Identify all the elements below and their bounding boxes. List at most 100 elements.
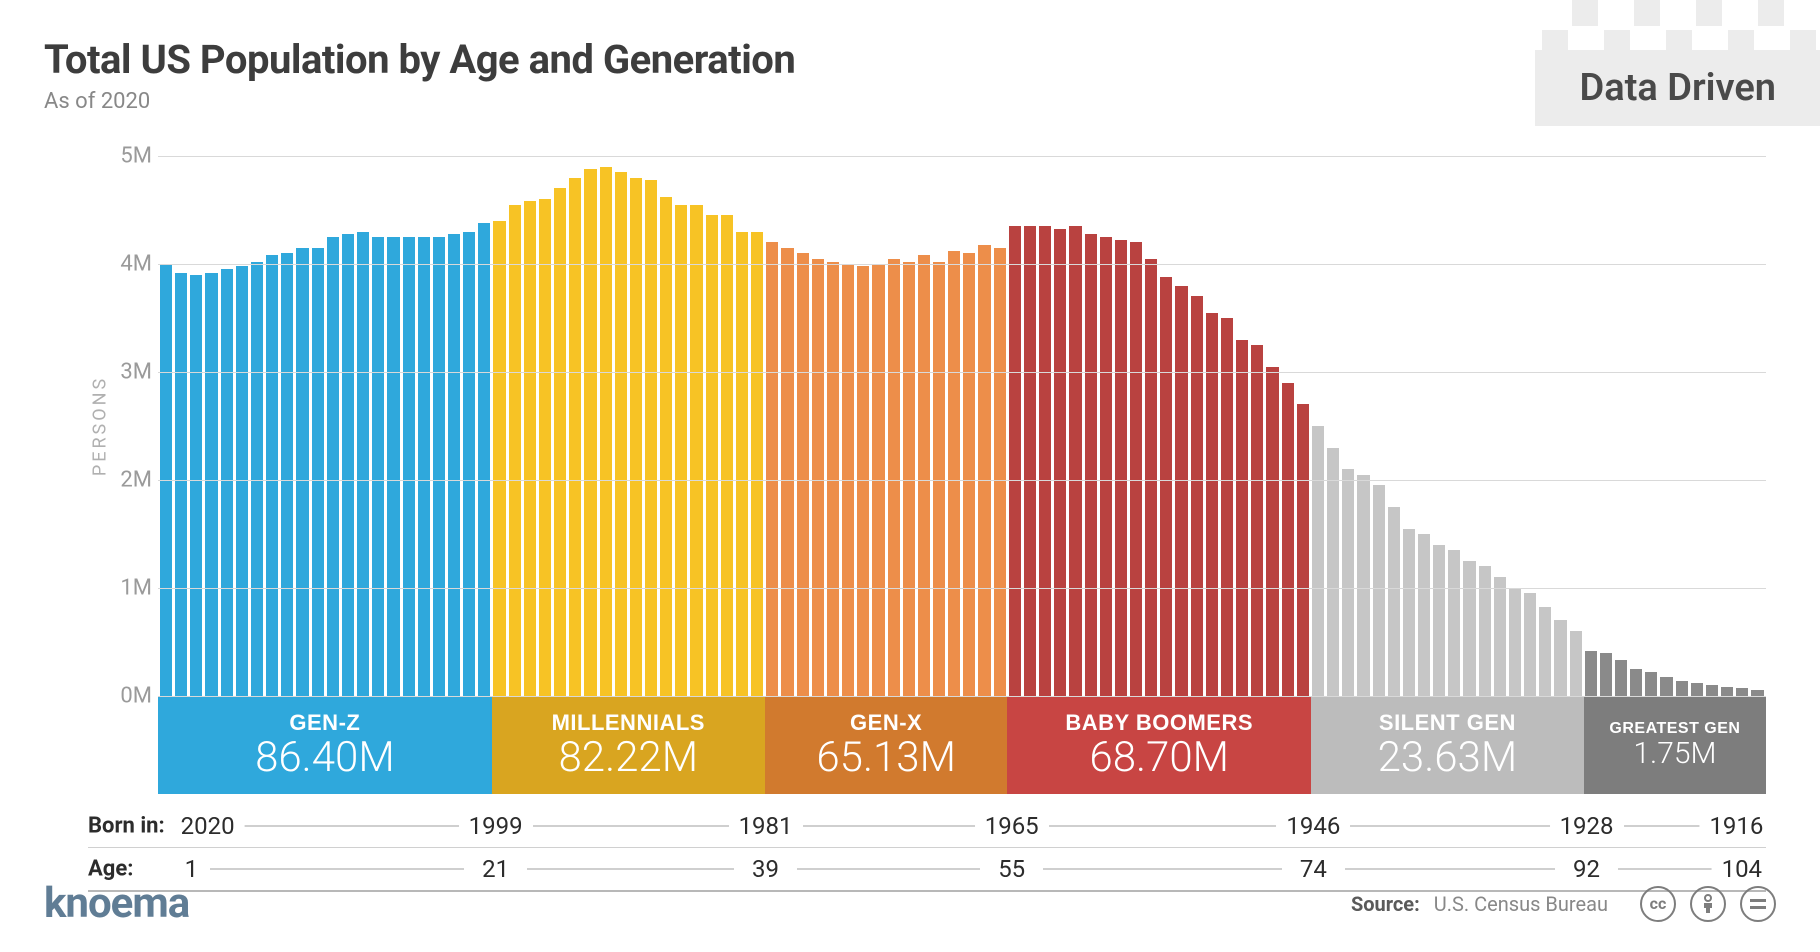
bar-genz	[205, 273, 217, 696]
bar-great	[1630, 669, 1642, 696]
generation-total: 82.22M	[558, 736, 698, 780]
bar-boom	[1024, 226, 1036, 696]
footer: knoema Source: U.S. Census Bureau cc	[44, 879, 1776, 928]
axis-tick-label: 1928	[1550, 812, 1624, 840]
bar-genz	[342, 234, 354, 696]
bar-silent	[1448, 550, 1460, 696]
bar-boom	[1115, 240, 1127, 696]
bar-mill	[569, 178, 581, 696]
bar-boom	[1266, 367, 1278, 696]
bar-great	[1691, 683, 1703, 696]
born-in-track: 2020199919811965194619281916	[178, 825, 1766, 827]
axis-segment	[1345, 825, 1555, 827]
bar-genz	[433, 237, 445, 696]
chart-title: Total US Population by Age and Generatio…	[44, 36, 795, 83]
generation-total: 65.13M	[816, 736, 956, 780]
bar-boom	[1100, 237, 1112, 696]
bar-mill	[751, 232, 763, 696]
bar-mill	[509, 205, 521, 696]
badge-text: Data Driven	[1535, 50, 1820, 126]
bar-genx	[797, 253, 809, 696]
bar-genx	[933, 262, 945, 696]
bar-mill	[645, 180, 657, 696]
axis-segment	[797, 868, 980, 870]
bar-great	[1600, 653, 1612, 696]
born-in-axis: Born in: 2020199919811965194619281916	[88, 804, 1766, 848]
bar-mill	[539, 199, 551, 696]
bar-genx	[812, 259, 824, 696]
bar-silent	[1418, 534, 1430, 696]
bar-genx	[903, 262, 915, 696]
bar-genz	[327, 237, 339, 696]
bar-genx	[827, 262, 839, 696]
bar-genz	[448, 234, 460, 696]
y-tick-label: 3M	[104, 360, 152, 385]
bar-great	[1660, 677, 1672, 696]
bar-genx	[857, 266, 869, 696]
generation-block-genx: Gen-X65.13M	[765, 696, 1008, 794]
generation-block-boom: Baby Boomers68.70M	[1007, 696, 1310, 794]
footer-right: Source: U.S. Census Bureau cc	[1351, 886, 1776, 922]
grid-line	[158, 588, 1766, 589]
bar-genz	[372, 237, 384, 696]
bar-boom	[1282, 383, 1294, 696]
bar-silent	[1554, 620, 1566, 696]
bar-genx	[766, 242, 778, 696]
axis-segment	[1043, 868, 1281, 870]
bar-genz	[236, 266, 248, 696]
grid-line	[158, 480, 1766, 481]
bar-silent	[1463, 561, 1475, 696]
axis-segment	[797, 825, 980, 827]
bar-mill	[660, 197, 672, 696]
bar-silent	[1494, 577, 1506, 696]
bar-silent	[1312, 426, 1324, 696]
bar-genz	[190, 275, 202, 696]
bar-genx	[781, 248, 793, 696]
bar-boom	[1206, 313, 1218, 696]
bar-genx	[948, 251, 960, 696]
bar-silent	[1509, 588, 1521, 696]
bar-boom	[1191, 296, 1203, 696]
bar-boom	[1297, 404, 1309, 696]
axis-segment	[1043, 825, 1281, 827]
bar-genx	[888, 259, 900, 696]
bar-mill	[615, 172, 627, 696]
bar-great	[1585, 651, 1597, 696]
born-in-label: Born in:	[88, 813, 165, 838]
bar-mill	[630, 178, 642, 696]
bar-silent	[1342, 469, 1354, 696]
age-track: 12139557492104	[178, 868, 1766, 870]
axis-segment	[1345, 868, 1555, 870]
axis-tick-label: 1916	[1699, 812, 1773, 840]
bar-silent	[1433, 545, 1445, 696]
data-driven-badge: Data Driven	[1535, 0, 1820, 126]
generation-summary-row: Gen-Z86.40MMillennials82.22MGen-X65.13MB…	[158, 696, 1766, 794]
grid-line	[158, 372, 1766, 373]
bar-great	[1721, 687, 1733, 696]
axis-tick-label: 1981	[729, 812, 803, 840]
bar-genx	[963, 253, 975, 696]
bar-silent	[1373, 485, 1385, 696]
knoema-logo: knoema	[44, 879, 189, 928]
bar-genz	[403, 237, 415, 696]
nd-icon	[1740, 886, 1776, 922]
bar-genz	[357, 232, 369, 696]
bar-genz	[387, 237, 399, 696]
generation-block-mill: Millennials82.22M	[492, 696, 765, 794]
bar-genx	[994, 248, 1006, 696]
y-tick-label: 0M	[104, 684, 152, 709]
bar-mill	[736, 232, 748, 696]
bars-container	[158, 156, 1766, 696]
generation-total: 86.40M	[255, 736, 395, 780]
bar-boom	[1236, 340, 1248, 696]
bar-genz	[463, 232, 475, 696]
bar-silent	[1388, 507, 1400, 696]
y-tick-label: 1M	[104, 576, 152, 601]
bar-genx	[918, 255, 930, 696]
axis-segment	[210, 868, 464, 870]
y-axis-label: PERSONS	[90, 376, 111, 476]
bar-boom	[1145, 259, 1157, 696]
generation-block-silent: Silent Gen23.63M	[1311, 696, 1584, 794]
bar-great	[1615, 660, 1627, 696]
cc-icon: cc	[1640, 886, 1676, 922]
